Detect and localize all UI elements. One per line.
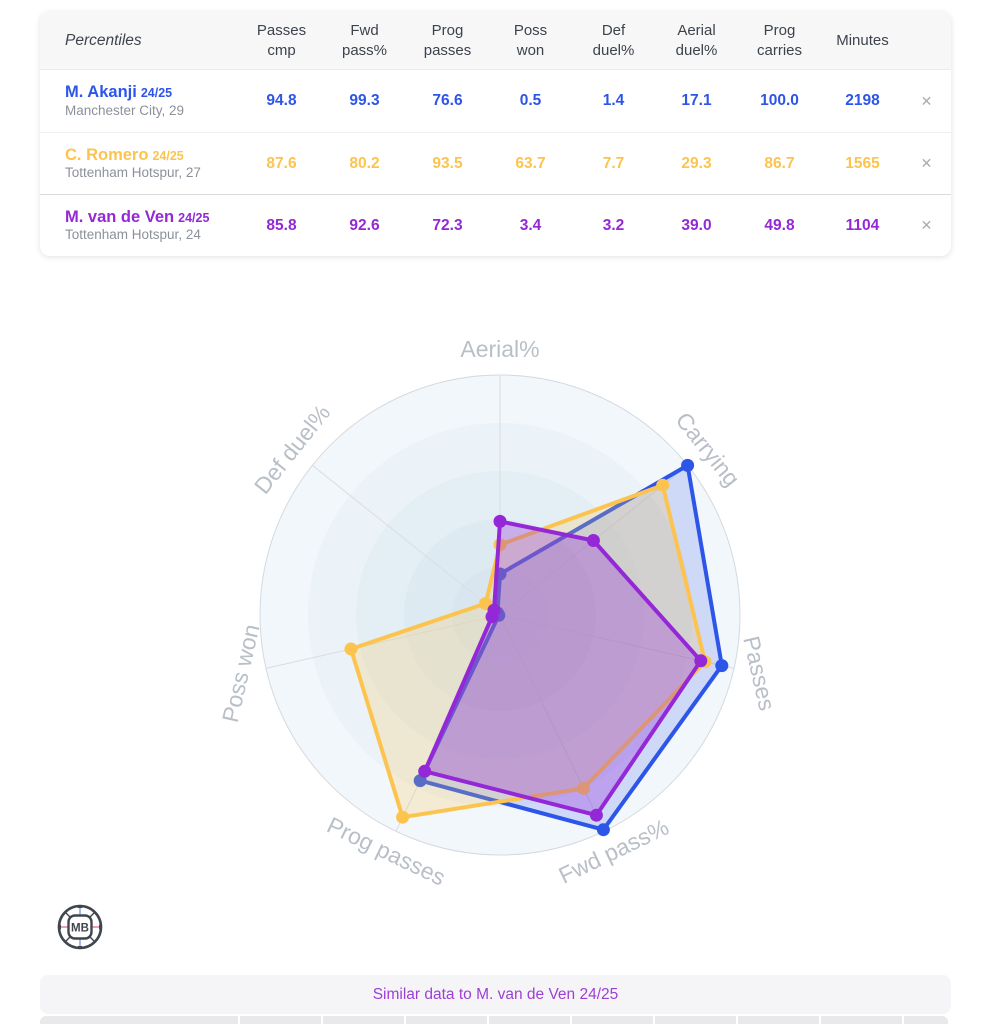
stat-value: 0.5 <box>519 92 542 109</box>
player-name-cell: M. van de Ven 24/25 Tottenham Hotspur, 24 <box>40 207 240 245</box>
radar-point <box>589 808 603 822</box>
radar-axis-label: Aerial% <box>460 336 539 362</box>
stat-value: 100.0 <box>760 92 799 109</box>
next-section-header-cell <box>323 1016 404 1024</box>
logo-center-box <box>67 914 93 940</box>
radar-axis-label: Passes <box>738 634 780 713</box>
next-section-header-cell <box>655 1016 736 1024</box>
radar-point <box>577 781 590 795</box>
similar-data-label: Similar data to M. van de Ven 24/25 <box>372 985 619 1003</box>
table-header-row: Percentiles Passes cmp Fwd pass% Prog pa… <box>40 12 951 70</box>
percentiles-table: Percentiles Passes cmp Fwd pass% Prog pa… <box>40 12 951 256</box>
radar-point <box>493 514 507 528</box>
player-name-cell: M. Akanji 24/25 Manchester City, 29 <box>40 82 240 120</box>
stat-value: 7.7 <box>602 154 625 172</box>
player-name: M. Akanji <box>65 83 137 102</box>
stat-value: 2198 <box>845 92 880 109</box>
stat-value: 76.6 <box>432 92 463 109</box>
column-header-prog-passes: Prog passes <box>423 22 472 59</box>
player-season: 24/25 <box>178 210 210 225</box>
stat-value: 3.2 <box>602 216 625 234</box>
stat-value: 29.3 <box>681 154 712 172</box>
logo-right-mark <box>99 924 103 930</box>
next-section-header-cell <box>821 1016 902 1024</box>
radar-point <box>694 654 708 668</box>
stat-value: 39.0 <box>681 216 712 234</box>
player-name: C. Romero <box>65 145 149 164</box>
player-details: Manchester City, 29 <box>65 102 185 118</box>
stat-value: 80.2 <box>349 154 380 172</box>
stat-value: 17.1 <box>681 92 712 109</box>
radar-point <box>396 810 410 824</box>
radar-axis-line <box>499 614 605 832</box>
column-header-poss-won: Poss won <box>513 22 548 59</box>
radar-axis-label: Poss won <box>217 622 265 725</box>
next-section-header-cell <box>40 1016 238 1024</box>
stat-value: 93.5 <box>432 154 463 172</box>
radar-point <box>656 478 670 492</box>
next-section-header-cell <box>904 1016 948 1024</box>
remove-player-button[interactable]: ✕ <box>920 92 933 109</box>
mb-logo: MB <box>57 904 103 950</box>
similar-data-header: Similar data to M. van de Ven 24/25 <box>40 975 951 1014</box>
next-section-header-cell <box>240 1016 321 1024</box>
stat-value: 99.3 <box>349 92 380 109</box>
player-row-van-de-ven: M. van de Ven 24/25 Tottenham Hotspur, 24… <box>40 194 951 256</box>
player-row-romero: C. Romero 24/25 Tottenham Hotspur, 27 87.… <box>40 132 951 194</box>
stat-value: 86.7 <box>764 154 795 172</box>
stat-value: 49.8 <box>764 216 795 234</box>
stat-value: 92.6 <box>349 216 380 234</box>
stat-value: 1.4 <box>602 92 625 109</box>
radar-point <box>596 823 610 837</box>
stat-value: 63.7 <box>515 154 546 172</box>
radar-point <box>487 603 501 617</box>
stat-value: 87.6 <box>266 154 297 172</box>
stat-value: 72.3 <box>432 216 463 234</box>
logo-text: MB <box>71 923 89 935</box>
radar-point <box>418 764 432 778</box>
player-row-akanji: M. Akanji 24/25 Manchester City, 29 94.8 … <box>40 70 951 132</box>
next-section-header-cell <box>489 1016 570 1024</box>
next-section-header-cell <box>406 1016 487 1024</box>
player-details: Tottenham Hotspur, 24 <box>65 227 201 243</box>
player-name: M. van de Ven <box>65 207 175 226</box>
stat-value: 1104 <box>845 216 880 234</box>
column-header-aerial-duel: Aerial duel% <box>675 22 718 59</box>
player-season: 24/25 <box>152 148 184 163</box>
radar-axis-line <box>312 465 501 616</box>
percentiles-label: Percentiles <box>65 31 142 49</box>
stat-value: 3.4 <box>519 216 542 234</box>
logo-top-mark <box>77 904 83 908</box>
next-section-header-cell <box>572 1016 653 1024</box>
next-section-header-cell <box>738 1016 819 1024</box>
radar-point <box>681 458 695 472</box>
logo-bottom-mark <box>77 946 83 950</box>
column-header-passes-cmp: Passes cmp <box>256 22 307 59</box>
remove-player-button[interactable]: ✕ <box>920 155 933 171</box>
player-name-cell: C. Romero 24/25 Tottenham Hotspur, 27 <box>40 145 240 183</box>
column-header-def-duel: Def duel% <box>592 22 635 59</box>
stat-value: 85.8 <box>266 216 297 234</box>
radar-axis-line <box>265 614 501 669</box>
stat-value: 1565 <box>845 154 880 172</box>
next-section-header <box>40 1016 951 1024</box>
remove-player-button[interactable]: ✕ <box>920 217 933 233</box>
column-header-prog-carries: Prog carries <box>756 22 802 59</box>
column-header-minutes: Minutes <box>836 31 889 49</box>
column-header-fwd-pass: Fwd pass% <box>341 22 388 59</box>
radar-point <box>715 659 729 673</box>
logo-left-mark <box>57 924 61 930</box>
radar-point <box>344 642 358 656</box>
player-season: 24/25 <box>140 86 173 101</box>
radar-point <box>586 534 600 547</box>
stat-value: 94.8 <box>266 92 297 109</box>
player-details: Tottenham Hotspur, 27 <box>65 165 201 181</box>
